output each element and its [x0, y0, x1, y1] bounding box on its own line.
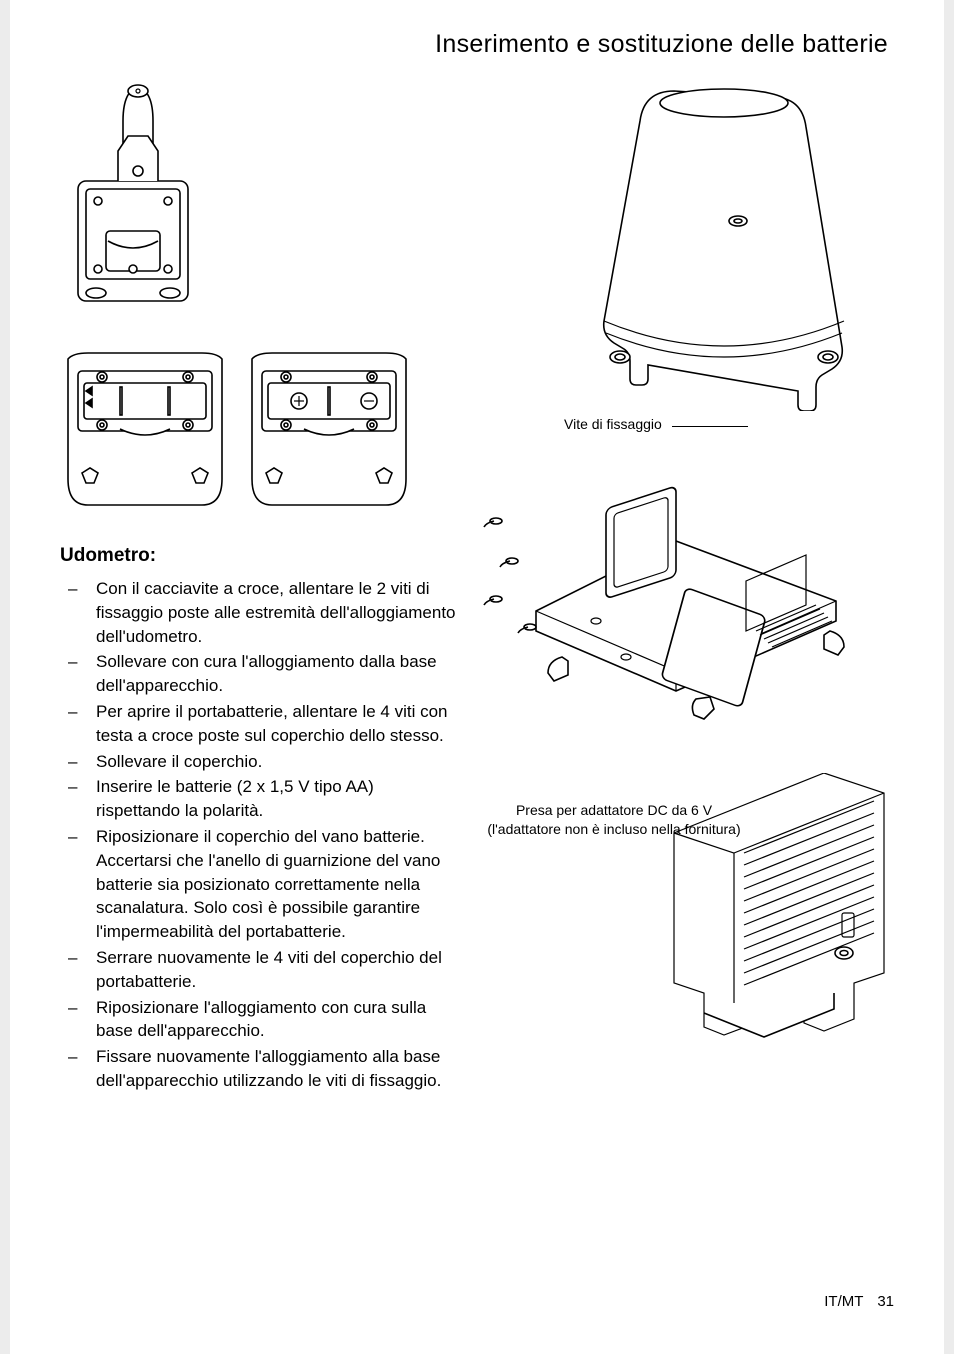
list-item: Fissare nuovamente l'alloggiamento alla …: [60, 1045, 460, 1093]
illustration-battery-covers: [60, 351, 460, 511]
list-item: Riposizionare il coperchio del vano batt…: [60, 825, 460, 944]
instruction-list: Con il cacciavite a croce, allentare le …: [60, 577, 460, 1093]
label-screw: Vite di fissaggio: [564, 416, 662, 432]
right-column: Vite di fissaggio: [484, 81, 894, 1095]
list-item: Per aprire il portabatterie, allentare l…: [60, 700, 460, 748]
illustration-udometro-top: [60, 81, 460, 331]
page: Inserimento e sostituzione delle batteri…: [10, 0, 944, 1354]
footer-lang: IT/MT: [824, 1293, 863, 1310]
label-screw-text: Vite di fissaggio: [564, 416, 662, 432]
section-title: Udometro:: [60, 545, 460, 567]
illustration-housing: [564, 81, 884, 411]
page-title: Inserimento e sostituzione delle batteri…: [60, 30, 894, 59]
list-item: Con il cacciavite a croce, allentare le …: [60, 577, 460, 648]
list-item: Serrare nuovamente le 4 viti del coperch…: [60, 946, 460, 994]
footer-page: 31: [877, 1293, 894, 1310]
list-item: Sollevare il coperchio.: [60, 750, 460, 774]
left-column: Udometro: Con il cacciavite a croce, all…: [60, 81, 460, 1095]
illustration-base-exploded: [476, 431, 876, 731]
battery-cover-closed-icon: [60, 351, 230, 511]
list-item: Sollevare con cura l'alloggiamento dalla…: [60, 650, 460, 698]
battery-cover-open-icon: [244, 351, 414, 511]
callout-line: [672, 426, 748, 427]
list-item: Riposizionare l'alloggiamento con cura s…: [60, 996, 460, 1044]
list-item: Inserire le batterie (2 x 1,5 V tipo AA)…: [60, 775, 460, 823]
content-columns: Udometro: Con il cacciavite a croce, all…: [60, 81, 894, 1095]
illustration-console-rear: [644, 773, 894, 1053]
footer: IT/MT 31: [824, 1293, 894, 1310]
